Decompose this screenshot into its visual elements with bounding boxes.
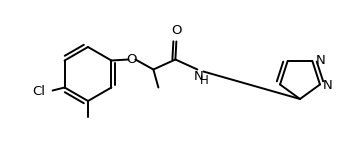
Text: N: N (194, 71, 203, 84)
Text: Cl: Cl (33, 85, 46, 98)
Text: O: O (126, 53, 136, 66)
Text: N: N (323, 79, 333, 92)
Text: H: H (200, 74, 209, 87)
Text: N: N (315, 54, 325, 67)
Text: O: O (171, 25, 182, 38)
